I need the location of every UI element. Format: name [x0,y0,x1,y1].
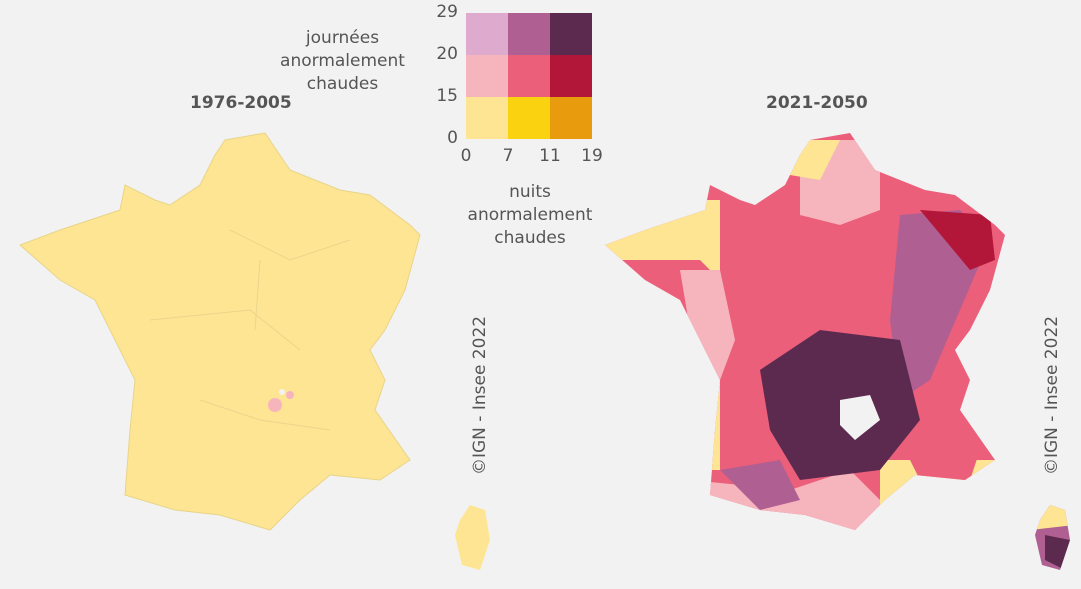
legend-cell [466,13,508,55]
credit: ©IGN - Insee 2022 [1042,315,1062,475]
legend-y-tick: 29 [436,2,458,22]
legend-x-tick: 19 [581,146,603,166]
map-2021-2050 [605,133,1070,570]
map-title: 1976-2005 [190,93,292,113]
legend-cell [508,13,550,55]
legend-cell [466,97,508,139]
legend-y-tick: 20 [436,44,458,64]
legend-x-label: nuits anormalement chaudes [467,182,593,248]
map-1976-2005 [19,132,490,570]
map-title: 2021-2050 [766,93,868,113]
legend [466,13,592,139]
legend-cell [550,97,592,139]
legend-y-tick: 15 [436,86,458,106]
legend-x-tick: 0 [460,146,472,166]
legend-cell [550,13,592,55]
legend-x-tick: 7 [502,146,514,166]
legend-y-label: journées anormalement chaudes [280,28,405,94]
legend-cell [550,55,592,97]
legend-x-tick: 11 [539,146,561,166]
legend-cell [508,97,550,139]
legend-cell [466,55,508,97]
legend-cell [508,55,550,97]
credit: ©IGN - Insee 2022 [470,315,490,475]
legend-y-tick: 0 [447,128,458,148]
